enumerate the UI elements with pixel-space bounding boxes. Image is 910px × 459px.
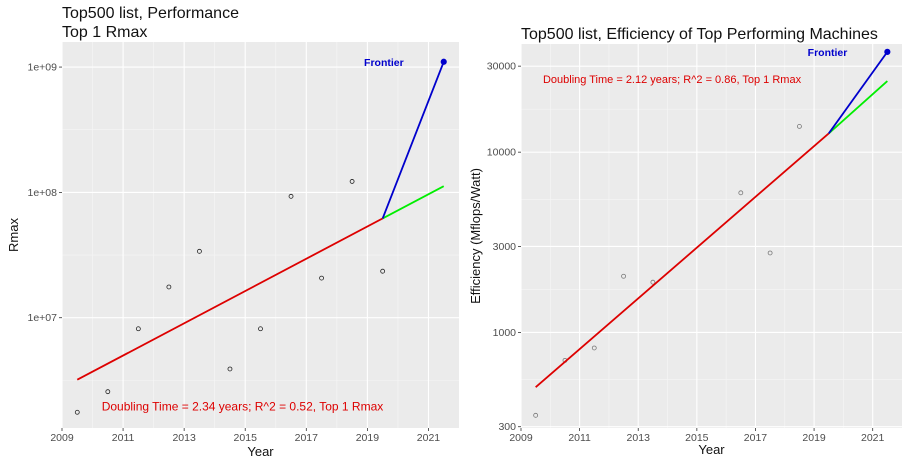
chart2-tick-label-x: 2017 [744, 432, 768, 444]
chart1-annotation: Doubling Time = 2.34 years; R^2 = 0.52, … [102, 400, 384, 414]
chart1-title-line1: Top500 list, Performance [62, 5, 239, 22]
chart1-data-point [288, 193, 294, 199]
chart2-frontier-label: Frontier [808, 47, 848, 59]
chart1-tick-label-y: 1e+09 [28, 62, 58, 74]
chart1-tick-label-x: 2015 [234, 432, 258, 444]
chart1-tick-label-x: 2009 [50, 432, 74, 444]
chart1-data-point [74, 409, 80, 415]
chart2-data-point [533, 412, 539, 418]
chart1-tick-label-x: 2019 [356, 432, 380, 444]
chart1-data-point [197, 248, 202, 254]
chart2-tick-label-y: 3000 [493, 241, 517, 253]
chart2-tick-label-y: 10000 [487, 147, 516, 159]
chart2-tick-label-x: 2013 [627, 432, 651, 444]
chart2-fit-line [535, 132, 830, 388]
chart1-title-line2: Top 1 Rmax [62, 24, 148, 41]
chart2-tick-label-x: 2019 [802, 432, 826, 444]
chart1-projection-line [382, 185, 445, 220]
chart2-tick-label-x: 2009 [509, 432, 533, 444]
chart2-ylabel: Efficiency (Mflops/Watt) [468, 168, 483, 304]
chart1-tick-label-x: 2021 [417, 432, 441, 444]
chart2-data-point [621, 273, 626, 279]
chart2-tick-label-x: 2015 [685, 432, 709, 444]
chart1-plot: 2009 2011 2013 2015 2017 2019 2021 1e+07 1e+08 1e… [6, 42, 459, 459]
chart1-data-point [135, 326, 141, 332]
chart1-frontier-label: Frontier [364, 57, 404, 69]
chart1-tick-label-x: 2011 [112, 432, 135, 444]
chart2-tick-label-x: 2011 [568, 432, 591, 444]
chart2-xlabel: Year [698, 442, 725, 457]
chart1-fit-line [76, 217, 384, 381]
chart1-data-point [166, 284, 172, 290]
chart2-data-point [797, 123, 802, 129]
chart1-frontier-point [440, 58, 447, 65]
chart1-data-point [349, 179, 355, 184]
chart1-data-point [227, 366, 233, 372]
chart1-panel-background [62, 42, 459, 428]
chart1-data-point [258, 326, 263, 332]
chart2-annotation: Doubling Time = 2.12 years; R^2 = 0.86, … [543, 74, 802, 86]
chart1-tick-label-y: 1e+07 [28, 312, 58, 324]
chart2-plot: 2009 2011 2013 2015 2017 2019 2021 300 1000 3000 1… [468, 44, 902, 457]
chart2-tick-label-y: 300 [498, 421, 516, 433]
chart2-tick-label-y: 30000 [487, 61, 516, 73]
chart2-data-point [738, 190, 744, 196]
chart1-tick-label-y: 1e+08 [28, 187, 58, 199]
chart1-frontier-line [381, 61, 445, 219]
chart2-frontier-line [827, 51, 889, 134]
chart1-tick-label-x: 2017 [295, 432, 319, 444]
chart1-data-point [105, 389, 111, 395]
chart2-data-point [591, 345, 597, 351]
chart2-projection-line [828, 80, 888, 135]
chart1-tick-label-x: 2013 [172, 432, 196, 444]
chart2-tick-label-x: 2021 [861, 432, 885, 444]
chart1-ylabel: Rmax [6, 218, 21, 252]
chart1-xlabel: Year [247, 444, 274, 459]
chart2-title: Top500 list, Efficiency of Top Performin… [521, 26, 878, 43]
chart2-frontier-point [884, 48, 891, 55]
chart2-tick-label-y: 1000 [493, 327, 517, 339]
chart2-data-point [650, 279, 656, 285]
chart2-data-point [767, 250, 773, 256]
chart1-data-point [380, 268, 386, 274]
chart1-data-point [319, 275, 324, 281]
